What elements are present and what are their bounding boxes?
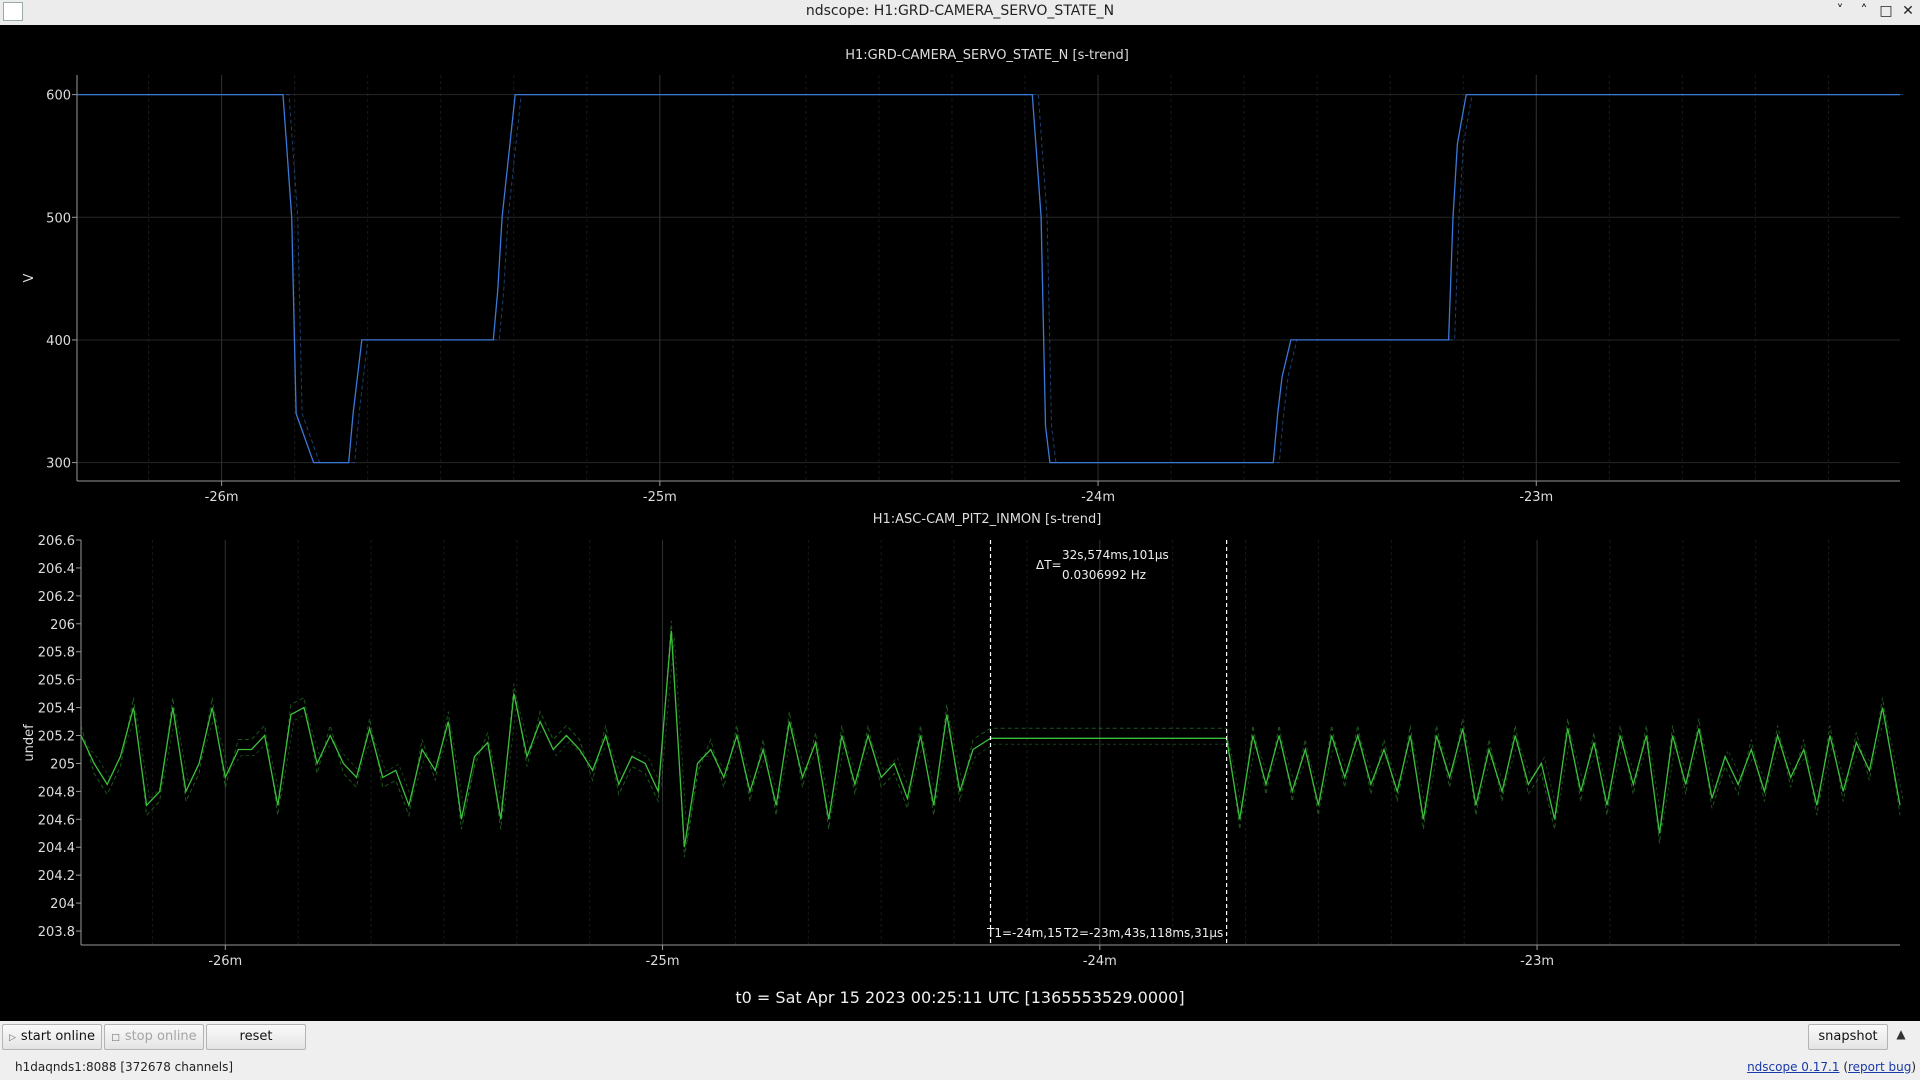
stop-online-button[interactable]: □ stop online xyxy=(104,1024,204,1050)
y-tick-label: 300 xyxy=(46,457,71,472)
start-online-button[interactable]: ▷ start online xyxy=(2,1024,102,1050)
cursor-delta-time: 32s,574ms,101μs xyxy=(1062,548,1169,562)
y-tick-label: 206.6 xyxy=(38,534,75,549)
plot-1[interactable]: H1:GRD-CAMERA_SERVO_STATE_N [s-trend] V … xyxy=(22,48,1906,505)
series-envelope-inner xyxy=(83,636,1904,842)
stop-online-label: stop online xyxy=(124,1029,197,1044)
bottom-bar: ▷ start online □ stop online reset snapsho… xyxy=(0,1021,1920,1080)
y-tick-label: 205.6 xyxy=(38,674,75,689)
cursor-t1-label: T1=-24m,15 xyxy=(986,926,1062,940)
snapshot-label: snapshot xyxy=(1818,1029,1878,1044)
window-title: ndscope: H1:GRD-CAMERA_SERVO_STATE_N xyxy=(805,3,1115,19)
paren-open: ( xyxy=(1843,1060,1848,1074)
y-tick-label: 206.2 xyxy=(38,590,75,605)
minimize-button[interactable]: ˅ xyxy=(1828,0,1852,22)
play-icon: ▷ xyxy=(9,1033,16,1043)
app-icon xyxy=(3,2,23,21)
y-tick-label: 204.4 xyxy=(38,841,75,856)
plot-2-grid xyxy=(151,540,1830,945)
triangle-up-icon[interactable]: ▲ xyxy=(1896,1027,1906,1041)
start-online-label: start online xyxy=(20,1029,95,1044)
y-tick-label: 205.2 xyxy=(38,730,75,745)
cursor-t2-label: T2=-23m,43s,118ms,31μs xyxy=(1063,926,1223,940)
plot-2-title: H1:ASC-CAM_PIT2_INMON [s-trend] xyxy=(873,512,1102,527)
plot-1-grid xyxy=(77,75,1900,481)
x-tick-label: -23m xyxy=(1520,954,1554,969)
title-bar: ndscope: H1:GRD-CAMERA_SERVO_STATE_N ˅ ˄… xyxy=(0,0,1920,26)
series-envelope xyxy=(83,94,1906,464)
square-icon: □ xyxy=(1879,3,1893,19)
x-tick-label: -26m xyxy=(208,954,242,969)
version-link[interactable]: ndscope 0.17.1 xyxy=(1747,1060,1840,1074)
y-tick-label: 600 xyxy=(46,89,71,104)
plot-1-ylabel: V xyxy=(22,273,37,282)
chevron-up-icon: ˄ xyxy=(1860,3,1868,19)
report-bug-link[interactable]: report bug xyxy=(1848,1060,1912,1074)
y-tick-label: 204 xyxy=(50,897,75,912)
plot-2[interactable]: H1:ASC-CAM_PIT2_INMON [s-trend] undef 20… xyxy=(22,512,1904,969)
plot-1-title: H1:GRD-CAMERA_SERVO_STATE_N [s-trend] xyxy=(845,48,1129,63)
y-tick-label: 206.4 xyxy=(38,562,75,577)
plot-2-series xyxy=(80,620,1904,858)
cursor-frequency: 0.0306992 Hz xyxy=(1062,568,1146,582)
cursor-delta-label: ΔT= xyxy=(1036,558,1062,572)
y-tick-label: 205.4 xyxy=(38,702,75,717)
y-tick-label: 500 xyxy=(46,211,71,226)
plot-2-y-axis: 203.8 204 204.2 204.4 204.6 204.8 205 205.2 205.… xyxy=(38,534,81,940)
t0-label: t0 = Sat Apr 15 2023 00:25:11 UTC [13655… xyxy=(735,988,1184,1007)
plot-1-series xyxy=(77,93,1906,464)
x-tick-label: -26m xyxy=(205,490,239,505)
y-tick-label: 204.8 xyxy=(38,785,75,800)
x-tick-label: -24m xyxy=(1081,490,1115,505)
y-tick-label: 204.2 xyxy=(38,869,75,884)
plot-1-y-axis: 300 400 500 600 xyxy=(46,89,77,472)
y-tick-label: 400 xyxy=(46,334,71,349)
plot-area[interactable]: H1:GRD-CAMERA_SERVO_STATE_N [s-trend] V … xyxy=(0,25,1920,1021)
y-tick-label: 203.8 xyxy=(38,925,75,940)
maximize-button[interactable]: □ xyxy=(1874,0,1898,22)
x-tick-label: -25m xyxy=(643,490,677,505)
server-status: h1daqnds1:8088 [372678 channels] xyxy=(15,1060,234,1074)
y-tick-label: 205.8 xyxy=(38,646,75,661)
plot-2-ylabel: undef xyxy=(22,724,37,762)
x-tick-label: -25m xyxy=(646,954,680,969)
reset-label: reset xyxy=(239,1029,273,1044)
plot-2-cursors[interactable] xyxy=(989,540,1228,945)
chevron-down-icon: ˅ xyxy=(1836,3,1844,19)
series-line xyxy=(80,630,1901,848)
plot-1-x-axis: -26m -25m -24m -23m xyxy=(205,481,1553,505)
plot-2-x-axis: -26m -25m -24m -23m xyxy=(208,945,1554,969)
series-line xyxy=(77,93,1900,464)
y-tick-label: 206 xyxy=(50,618,75,633)
version-info: ndscope 0.17.1 (report bug) xyxy=(1747,1060,1916,1074)
close-button[interactable]: ✕ xyxy=(1896,0,1920,22)
close-icon: ✕ xyxy=(1902,3,1914,19)
reset-button[interactable]: reset xyxy=(206,1024,306,1050)
y-tick-label: 204.6 xyxy=(38,813,75,828)
restore-button[interactable]: ˄ xyxy=(1852,0,1876,22)
y-tick-label: 205 xyxy=(50,757,75,772)
x-tick-label: -24m xyxy=(1083,954,1117,969)
plots-canvas[interactable]: H1:GRD-CAMERA_SERVO_STATE_N [s-trend] V … xyxy=(0,25,1920,1021)
paren-close: ) xyxy=(1911,1060,1916,1074)
x-tick-label: -23m xyxy=(1519,490,1553,505)
stop-icon: □ xyxy=(111,1033,120,1043)
snapshot-button[interactable]: snapshot xyxy=(1808,1024,1888,1050)
